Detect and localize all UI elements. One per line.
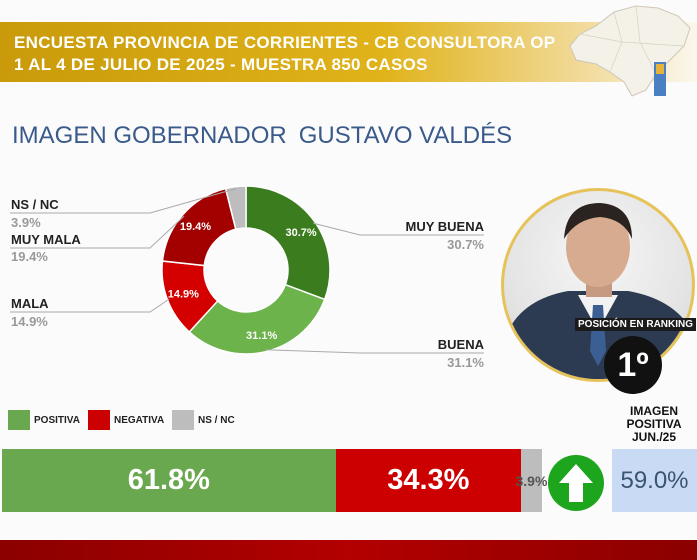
donut-label-muy-buena: 30.7% bbox=[285, 227, 316, 239]
leader-line-muy-mala bbox=[10, 215, 185, 249]
footer-bar bbox=[0, 540, 697, 560]
imagen-positiva-label: IMAGEN POSITIVA JUN./25 bbox=[626, 404, 682, 444]
label-ns-nc: NS / NC bbox=[11, 197, 59, 212]
legend-ns-nc: NS / NC bbox=[172, 410, 235, 430]
survey-dates: 1 AL 4 DE JULIO DE 2025 - MUESTRA 850 CA… bbox=[14, 55, 428, 74]
donut-slice-ns-nc bbox=[224, 185, 247, 231]
value-ns-nc: 3.9% bbox=[11, 215, 41, 230]
governor-photo bbox=[501, 188, 695, 382]
bar-label-negativa: 34.3% bbox=[387, 464, 470, 496]
leader-line-buena bbox=[265, 349, 484, 354]
legend-negativa: NEGATIVA bbox=[88, 410, 164, 430]
value-muy-buena: 30.7% bbox=[447, 237, 484, 252]
bar-segment-negativa: 34.3% bbox=[335, 449, 521, 512]
donut-slice-muy-buena bbox=[245, 185, 331, 301]
label-mala: MALA bbox=[11, 296, 49, 311]
imagen-positiva-value: 59.0% bbox=[612, 449, 697, 512]
governor-name: GUSTAVO VALDÉS bbox=[298, 122, 513, 149]
ranking-label: POSICIÓN EN RANKING bbox=[575, 318, 697, 331]
label-muy-mala: MUY MALA bbox=[11, 232, 81, 247]
value-muy-mala: 19.4% bbox=[11, 249, 48, 264]
bar-segment-ns-nc: 3.9% bbox=[516, 449, 547, 512]
title-label: IMAGEN GOBERNADOR bbox=[12, 122, 287, 149]
value-mala: 14.9% bbox=[11, 314, 48, 329]
leader-line-muy-buena bbox=[313, 222, 484, 236]
ranking-badge: 1º bbox=[604, 336, 662, 394]
legend-text-ns-nc: NS / NC bbox=[198, 414, 235, 426]
donut-label-muy-mala: 19.4% bbox=[180, 221, 211, 233]
label-buena: BUENA bbox=[437, 337, 484, 352]
bar-segment-positiva: 61.8% bbox=[2, 449, 336, 512]
legend-swatch-positiva bbox=[8, 410, 30, 430]
survey-title: ENCUESTA PROVINCIA DE CORRIENTES - CB CO… bbox=[14, 33, 556, 52]
value-buena: 31.1% bbox=[447, 355, 484, 370]
label-muy-buena: MUY BUENA bbox=[405, 219, 485, 234]
legend-text-negativa: NEGATIVA bbox=[114, 414, 165, 426]
legend-text-positiva: POSITIVA bbox=[34, 414, 80, 426]
bar-label-positiva: 61.8% bbox=[127, 464, 210, 496]
donut-slice-buena bbox=[188, 283, 326, 355]
leader-line-ns-nc bbox=[10, 188, 237, 214]
page-title: IMAGEN GOBERNADOR GUSTAVO VALDÉS bbox=[12, 122, 512, 150]
legend-positiva: POSITIVA bbox=[8, 410, 80, 430]
leader-line-mala bbox=[10, 298, 170, 313]
legend-swatch-negativa bbox=[88, 410, 110, 430]
donut-label-mala: 14.9% bbox=[168, 289, 199, 301]
legend-swatch-ns-nc bbox=[172, 410, 194, 430]
corrientes-map-icon bbox=[569, 5, 691, 97]
donut-label-buena: 31.1% bbox=[246, 330, 277, 342]
arrow-up-icon bbox=[548, 455, 604, 511]
bar-label-ns-nc: 3.9% bbox=[515, 472, 548, 489]
image-donut-chart: 30.7% 31.1% 14.9% 19.4% bbox=[10, 185, 484, 355]
